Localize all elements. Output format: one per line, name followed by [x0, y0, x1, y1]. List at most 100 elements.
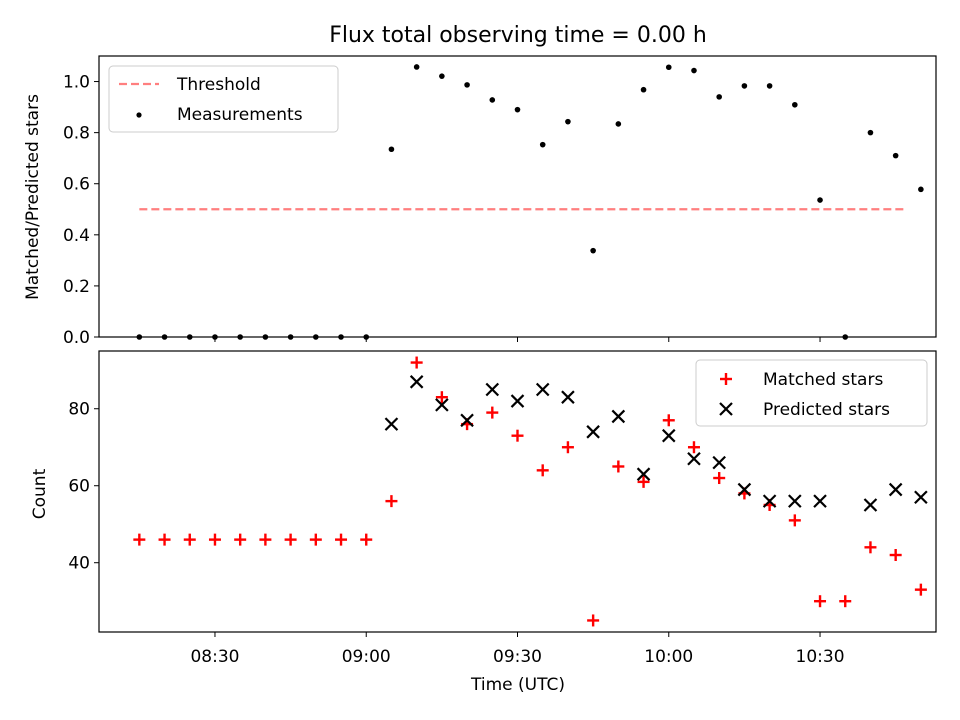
- predicted-star-point: [535, 382, 550, 397]
- measurement-point: [413, 64, 420, 70]
- measurement-point: [186, 334, 193, 340]
- measurement-point: [136, 334, 143, 340]
- top-y-tick-label: 0.0: [63, 328, 90, 348]
- matched-star-point: [284, 533, 297, 546]
- matched-star-point: [788, 514, 801, 527]
- measurement-point: [439, 73, 445, 79]
- matched-star-point: [713, 472, 726, 485]
- bottom-xlabel: Time (UTC): [470, 675, 565, 695]
- measurement-point: [539, 141, 546, 148]
- predicted-star-point: [561, 390, 575, 404]
- predicted-star-point: [712, 455, 726, 470]
- top-legend: Threshold Measurements: [108, 65, 339, 133]
- measurement-point: [766, 83, 773, 89]
- top-panel: 0.0 0.2 0.4 0.6 0.8 1.0 Matched/Predicted sta…: [23, 55, 937, 348]
- measurement-point: [918, 186, 924, 193]
- matched-star-point: [511, 429, 524, 442]
- bottom-x-tick-label: 10:00: [644, 647, 693, 667]
- matched-star-point: [914, 583, 927, 596]
- matched-star-point: [864, 541, 877, 554]
- top-y-tick-label: 0.4: [63, 226, 90, 246]
- legend-measurements-label: Measurements: [177, 105, 303, 125]
- matched-star-point: [410, 356, 423, 369]
- matched-star-point: [536, 464, 549, 477]
- bottom-y-tick-label: 40: [68, 554, 90, 574]
- measurement-point: [792, 101, 798, 108]
- bottom-y-tick-label: 60: [68, 477, 90, 497]
- measurement-point: [665, 64, 672, 71]
- matched-star-point: [158, 533, 171, 546]
- predicted-star-point: [863, 498, 878, 512]
- predicted-star-point: [636, 467, 651, 481]
- legend-predicted-label: Predicted stars: [763, 400, 890, 420]
- measurement-point: [388, 146, 395, 153]
- measurement-point: [842, 334, 849, 340]
- measurement-point: [464, 82, 470, 88]
- top-y-tick-label: 0.2: [63, 277, 90, 297]
- bottom-x-tick-label: 10:30: [796, 647, 845, 667]
- measurement-point: [716, 94, 722, 100]
- measurement-point: [615, 121, 622, 127]
- top-marks: [136, 64, 924, 340]
- measurement-point: [262, 334, 269, 340]
- legend-predicted-swatch: [719, 402, 733, 416]
- predicted-star-point: [611, 409, 626, 424]
- top-y-ticks: 0.0 0.2 0.4 0.6 0.8 1.0: [63, 73, 99, 348]
- measurement-point: [565, 118, 571, 125]
- matched-star-point: [486, 406, 499, 419]
- top-x-ticks: [214, 337, 821, 342]
- measurement-point: [640, 86, 647, 93]
- predicted-star-point: [914, 490, 928, 505]
- predicted-star-point: [661, 428, 676, 443]
- predicted-star-point: [586, 425, 600, 439]
- bottom-x-tick-label: 08:30: [190, 647, 239, 667]
- bottom-x-tick-label: 09:30: [493, 647, 542, 667]
- matched-star-point: [435, 391, 448, 404]
- matched-star-point: [234, 533, 247, 546]
- measurement-point: [590, 247, 596, 254]
- measurement-point: [161, 334, 168, 340]
- predicted-star-point: [409, 375, 424, 389]
- bottom-legend-box: [695, 359, 928, 427]
- predicted-star-point: [510, 394, 525, 408]
- measurement-point: [691, 67, 697, 74]
- predicted-star-point: [384, 417, 399, 431]
- matched-star-point: [587, 614, 600, 627]
- matched-star-point: [335, 533, 348, 546]
- legend-matched-label: Matched stars: [763, 370, 883, 390]
- predicted-star-point: [687, 452, 701, 466]
- matched-star-point: [183, 533, 196, 546]
- bottom-x-tick-label: 09:00: [342, 647, 391, 667]
- matched-star-point: [612, 460, 625, 473]
- matched-star-point: [662, 414, 675, 427]
- bottom-y-tick-label: 80: [68, 400, 90, 420]
- top-legend-box: [108, 65, 339, 133]
- matched-star-point: [561, 441, 574, 454]
- matched-star-point: [360, 533, 373, 546]
- matched-star-point: [309, 533, 322, 546]
- predicted-star-point: [460, 413, 474, 428]
- matched-star-point: [133, 533, 146, 546]
- predicted-star-point: [788, 494, 802, 508]
- legend-threshold-label: Threshold: [176, 75, 261, 95]
- measurement-point: [338, 334, 344, 340]
- chart-title: Flux total observing time = 0.00 h: [329, 23, 707, 48]
- matched-star-point: [208, 533, 221, 546]
- measurement-point: [363, 334, 370, 340]
- matched-star-point: [889, 549, 902, 562]
- predicted-star-point: [888, 482, 903, 497]
- measurement-point: [212, 334, 218, 340]
- legend-measurements-swatch: [136, 112, 142, 118]
- measurement-point: [741, 83, 748, 89]
- measurement-point: [237, 334, 243, 340]
- top-ylabel: Matched/Predicted stars: [23, 94, 43, 300]
- matched-star-point: [839, 595, 852, 608]
- bottom-legend: Matched stars Predicted stars: [695, 359, 928, 427]
- matched-star-point: [259, 533, 272, 546]
- predicted-star-point: [737, 482, 752, 497]
- measurement-point: [867, 129, 874, 136]
- top-y-tick-label: 0.8: [63, 124, 90, 144]
- measurement-point: [313, 334, 319, 340]
- legend-matched-swatch: [720, 373, 732, 385]
- measurement-point: [892, 152, 899, 159]
